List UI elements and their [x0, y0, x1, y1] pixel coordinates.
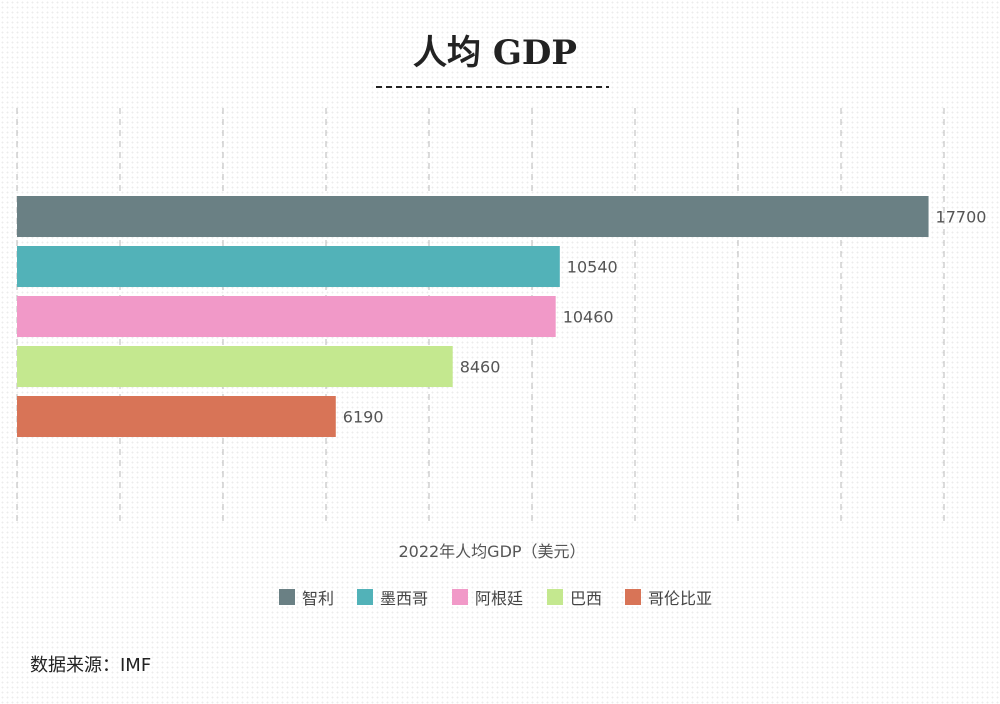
legend-entry-2: 阿根廷	[475, 589, 523, 608]
value-label-2: 10460	[563, 308, 614, 327]
legend-swatch-4	[625, 589, 641, 605]
bars	[17, 196, 929, 437]
x-axis-title: 2022年人均GDP（美元）	[398, 542, 585, 561]
legend: 智利 墨西哥 阿根廷 巴西 哥伦比亚	[279, 589, 712, 608]
bar-2	[17, 296, 556, 337]
bar-4	[17, 396, 336, 437]
legend-swatch-1	[357, 589, 373, 605]
source-note: 数据来源：IMF	[30, 655, 151, 676]
legend-entry-1: 墨西哥	[380, 589, 428, 608]
value-label-1: 10540	[567, 258, 618, 277]
value-label-3: 8460	[460, 358, 501, 377]
value-label-4: 6190	[343, 408, 384, 427]
bar-3	[17, 346, 453, 387]
legend-entry-0: 智利	[302, 589, 334, 608]
bar-0	[17, 196, 929, 237]
chart-title: 人均 GDP	[413, 33, 577, 73]
legend-entry-4: 哥伦比亚	[648, 589, 712, 608]
legend-swatch-3	[547, 589, 563, 605]
value-label-0: 17700	[936, 208, 987, 227]
value-labels: 17700 10540 10460 8460 6190	[343, 208, 987, 427]
bar-1	[17, 246, 560, 287]
legend-swatch-2	[452, 589, 468, 605]
legend-entry-3: 巴西	[570, 589, 602, 608]
legend-swatch-0	[279, 589, 295, 605]
